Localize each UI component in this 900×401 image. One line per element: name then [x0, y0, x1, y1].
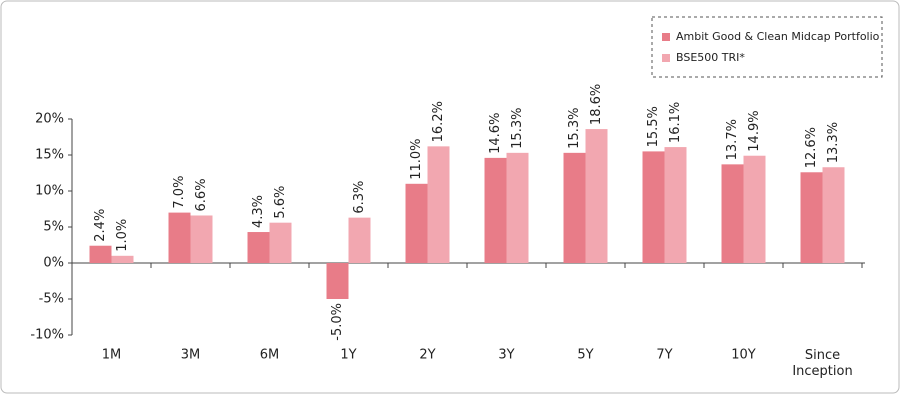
bar — [111, 255, 134, 263]
value-label: 13.7% — [725, 119, 740, 160]
value-label: 7.0% — [172, 176, 187, 209]
x-tick-label: 7Y — [656, 348, 672, 363]
value-label: 15.3% — [567, 108, 582, 149]
value-label: 6.6% — [194, 178, 209, 211]
value-label: 1.0% — [115, 219, 130, 252]
y-tick-label: -5% — [39, 292, 64, 307]
value-label: 4.3% — [251, 195, 266, 228]
bar — [326, 263, 349, 299]
bar — [642, 151, 665, 263]
legend-label: Ambit Good & Clean Midcap Portfolio — [676, 30, 880, 43]
x-tick-label: Since Inception — [792, 348, 852, 379]
bar — [743, 155, 766, 263]
value-label: 2.4% — [93, 209, 108, 242]
bar — [664, 147, 687, 263]
value-label: 11.0% — [409, 138, 424, 179]
legend-label: BSE500 TRI* — [676, 51, 745, 64]
bar — [585, 129, 608, 263]
legend-box — [651, 16, 883, 78]
value-label: 6.3% — [352, 181, 367, 214]
y-tick-label: 15% — [35, 148, 64, 163]
bar — [269, 222, 292, 263]
value-label: 18.6% — [589, 84, 604, 125]
bar — [721, 164, 744, 263]
y-tick-label: 20% — [35, 112, 64, 127]
value-label: 16.2% — [431, 101, 446, 142]
value-label: 15.5% — [646, 106, 661, 147]
bar — [190, 215, 213, 263]
x-tick-label: 10Y — [731, 348, 756, 363]
x-tick-label: 5Y — [577, 348, 593, 363]
bar — [822, 167, 845, 263]
x-tick-label: 1Y — [340, 348, 356, 363]
y-tick-label: 5% — [43, 220, 64, 235]
value-label: 12.6% — [804, 127, 819, 168]
value-label: 5.6% — [273, 186, 288, 219]
x-tick-label: 2Y — [419, 348, 435, 363]
bar — [405, 183, 428, 263]
legend-swatch — [662, 54, 670, 62]
value-label: 14.9% — [747, 110, 762, 151]
legend-swatch — [662, 33, 670, 41]
x-tick-label: 6M — [260, 348, 280, 363]
y-tick-label: -10% — [30, 328, 64, 343]
bar — [506, 152, 529, 263]
x-tick-label: 3M — [181, 348, 201, 363]
value-label: 13.3% — [826, 122, 841, 163]
bar — [800, 172, 823, 263]
value-label: 14.6% — [488, 113, 503, 154]
bar — [247, 232, 270, 263]
bar — [348, 217, 371, 263]
x-tick-label: 3Y — [498, 348, 514, 363]
bar — [89, 245, 112, 263]
bar — [563, 152, 586, 263]
x-tick-label: 1M — [102, 348, 122, 363]
y-tick-label: 10% — [35, 184, 64, 199]
y-tick-label: 0% — [43, 256, 64, 271]
bar — [168, 212, 191, 263]
value-label: -5.0% — [330, 303, 345, 341]
value-label: 16.1% — [668, 102, 683, 143]
bar — [427, 146, 450, 263]
bar — [484, 157, 507, 263]
value-label: 15.3% — [510, 108, 525, 149]
